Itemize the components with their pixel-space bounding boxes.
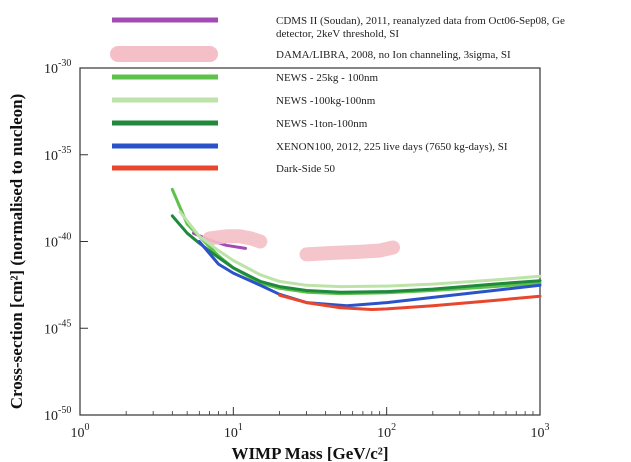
legend-label-line: Dark-Side 50 bbox=[276, 163, 335, 175]
y-tick-label: 10-40 bbox=[44, 232, 71, 251]
legend-label: NEWS - 25kg - 100nm bbox=[276, 72, 378, 84]
legend-label-line: NEWS -100kg-100nm bbox=[276, 95, 376, 107]
x-tick-label: 101 bbox=[224, 422, 243, 441]
y-tick-label: 10-45 bbox=[44, 318, 71, 337]
series-band-region bbox=[202, 229, 268, 249]
legend-swatch bbox=[110, 46, 218, 62]
legend-label-line: detector, 2keV threshold, SI bbox=[276, 28, 399, 40]
series-layer bbox=[170, 187, 542, 311]
y-tick-label: 10-30 bbox=[44, 58, 71, 77]
y-tick-exp: -30 bbox=[58, 58, 71, 69]
legend-label-line: NEWS -1ton-100nm bbox=[276, 118, 368, 130]
y-tick-exp: -40 bbox=[58, 232, 71, 243]
y-tick-base: 10 bbox=[44, 322, 58, 337]
y-tick-label: 10-50 bbox=[44, 405, 71, 424]
legend-label-line: CDMS II (Soudan), 2011, reanalyzed data … bbox=[276, 15, 565, 27]
x-tick-base: 10 bbox=[224, 426, 238, 441]
x-tick-exp: 1 bbox=[238, 422, 243, 433]
y-tick-exp: -35 bbox=[58, 145, 71, 156]
legend-label: XENON100, 2012, 225 live days (7650 kg-d… bbox=[276, 141, 508, 153]
legend-label: Dark-Side 50 bbox=[276, 163, 335, 175]
series-line bbox=[278, 293, 542, 311]
x-tick-label: 102 bbox=[377, 422, 396, 441]
series-line bbox=[178, 210, 542, 289]
legend-label: NEWS -1ton-100nm bbox=[276, 118, 368, 130]
y-tick-exp: -45 bbox=[58, 318, 71, 329]
legend: CDMS II (Soudan), 2011, reanalyzed data … bbox=[110, 15, 565, 175]
x-tick-base: 10 bbox=[71, 426, 85, 441]
y-tick-base: 10 bbox=[44, 236, 58, 251]
y-tick-base: 10 bbox=[44, 62, 58, 77]
legend-label-line: XENON100, 2012, 225 live days (7650 kg-d… bbox=[276, 141, 508, 153]
series-band-region bbox=[299, 240, 400, 262]
y-tick-label: 10-35 bbox=[44, 145, 71, 164]
x-axis-label: WIMP Mass [GeV/c²] bbox=[231, 444, 388, 462]
legend-label-line: NEWS - 25kg - 100nm bbox=[276, 72, 378, 84]
x-tick-base: 10 bbox=[377, 426, 391, 441]
legend-label-line: DAMA/LIBRA, 2008, no Ion channeling, 3si… bbox=[276, 49, 511, 61]
x-tick-exp: 3 bbox=[545, 422, 550, 433]
x-tick-label: 100 bbox=[71, 422, 90, 441]
legend-label: NEWS -100kg-100nm bbox=[276, 95, 376, 107]
y-tick-base: 10 bbox=[44, 149, 58, 164]
y-tick-exp: -50 bbox=[58, 405, 71, 416]
x-tick-base: 10 bbox=[531, 426, 545, 441]
x-tick-exp: 2 bbox=[391, 422, 396, 433]
y-axis-label: Cross-section [cm²] (normalised to nucle… bbox=[7, 94, 26, 409]
y-tick-base: 10 bbox=[44, 409, 58, 424]
x-tick-label: 103 bbox=[531, 422, 550, 441]
legend-label: CDMS II (Soudan), 2011, reanalyzed data … bbox=[276, 15, 565, 40]
x-tick-exp: 0 bbox=[85, 422, 90, 433]
legend-label: DAMA/LIBRA, 2008, no Ion channeling, 3si… bbox=[276, 49, 511, 61]
